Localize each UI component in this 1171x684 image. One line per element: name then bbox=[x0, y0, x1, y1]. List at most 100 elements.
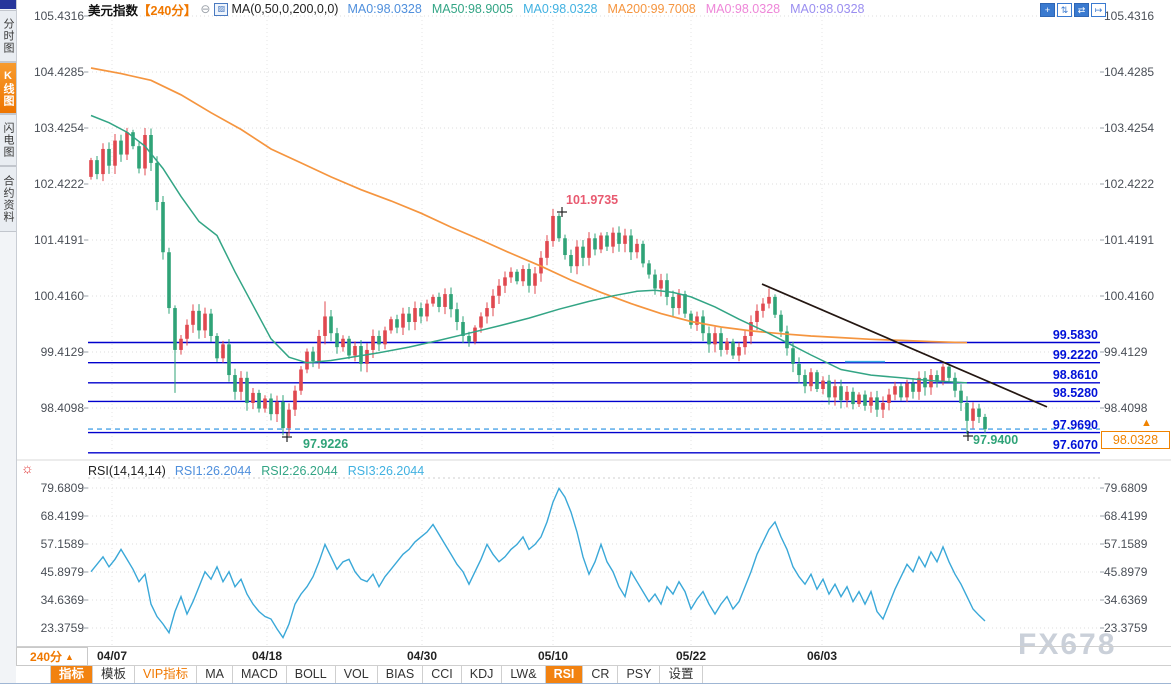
rsi-axis-label: 79.6809 bbox=[1104, 481, 1148, 495]
price-annotation: 97.9400 bbox=[973, 433, 1019, 447]
rsi-value: RSI1:26.2044 bbox=[174, 463, 252, 478]
period-tag[interactable]: 【240分】 bbox=[138, 3, 197, 18]
price-axis-label: 102.4222 bbox=[33, 177, 84, 191]
sidebar-tab-contract-info[interactable]: 合约资料 bbox=[0, 166, 16, 232]
rsi-axis-label: 68.4199 bbox=[1104, 509, 1148, 523]
ma-formula: MA(0,50,0,200,0,0) bbox=[231, 2, 339, 16]
price-axis-label: 101.4191 bbox=[1104, 233, 1155, 247]
price-annotation: 101.9735 bbox=[566, 193, 619, 207]
toolbar-button-[interactable]: 指标 bbox=[51, 666, 94, 683]
rsi-axis-label: 79.6809 bbox=[40, 481, 84, 495]
sidebar-tab-kline[interactable]: K线图 bbox=[0, 62, 16, 114]
price-level-label: 99.5830 bbox=[1052, 327, 1098, 342]
period-selector[interactable]: 240分 ▲ bbox=[16, 647, 88, 666]
chart-title-bar: 美元指数 【240分】 ⊖ ▨ MA(0,50,0,200,0,0) MA0:9… bbox=[88, 1, 874, 18]
date-axis-label: 05/22 bbox=[675, 649, 707, 663]
sidebar-tab-lightning[interactable]: 闪电图 bbox=[0, 114, 16, 166]
price-level-label: 98.8610 bbox=[1052, 367, 1098, 382]
toolbar-button-[interactable]: 模板 bbox=[93, 666, 136, 683]
toolbar-spacer bbox=[16, 666, 51, 683]
price-axis-label: 99.4129 bbox=[1104, 345, 1148, 359]
price-level-label: 97.9690 bbox=[1052, 417, 1098, 432]
rsi-axis-label: 57.1589 bbox=[40, 537, 84, 551]
divider bbox=[0, 646, 1171, 647]
collapse-indicator-icon[interactable]: ⊖ bbox=[200, 2, 211, 16]
axis-zoom-icon[interactable]: ⇅ bbox=[1057, 3, 1072, 17]
indicator-toolbar: 指标 模板 VIP指标 MA MACD BOLL VOL BIAS CCI KDJ LW& RSI CR… bbox=[16, 666, 1171, 683]
ma-values: MA0:98.0328 MA50:98.9005 MA0:98.0328 MA200:… bbox=[347, 2, 874, 16]
toolbar-button-ma[interactable]: MA bbox=[197, 666, 233, 683]
toolbar-button-boll[interactable]: BOLL bbox=[287, 666, 336, 683]
price-axis-label: 100.4160 bbox=[1104, 289, 1155, 303]
collapse-panel-icon[interactable]: ↦ bbox=[1091, 3, 1106, 17]
rsi-axis-label: 23.3759 bbox=[1104, 621, 1148, 635]
date-axis-label: 05/10 bbox=[537, 649, 569, 663]
axis-scale-icon[interactable]: ⇄ bbox=[1074, 3, 1089, 17]
toolbar-button-vol[interactable]: VOL bbox=[336, 666, 378, 683]
date-axis-label: 06/03 bbox=[806, 649, 838, 663]
instrument-title: 美元指数 bbox=[88, 3, 139, 18]
period-arrow-icon: ▲ bbox=[65, 651, 74, 662]
toolbar-button-kdj[interactable]: KDJ bbox=[462, 666, 503, 683]
rsi-value: RSI2:26.2044 bbox=[261, 463, 338, 478]
watermark: FX678 bbox=[1018, 628, 1117, 661]
ma-value: MA0:98.0328 bbox=[523, 2, 598, 16]
toolbar-button-bias[interactable]: BIAS bbox=[378, 666, 424, 683]
date-axis-label: 04/07 bbox=[96, 649, 128, 663]
price-axis-label: 101.4191 bbox=[33, 233, 84, 247]
rsi-axis-label: 68.4199 bbox=[40, 509, 84, 523]
chart-window-icons: + ⇅ ⇄ ↦ bbox=[1040, 3, 1108, 17]
toolbar-button-rsi[interactable]: RSI bbox=[545, 666, 584, 683]
toolbar-button-psy[interactable]: PSY bbox=[618, 666, 661, 683]
toolbar-button-macd[interactable]: MACD bbox=[233, 666, 287, 683]
toolbar-button-cr[interactable]: CR bbox=[583, 666, 619, 683]
ma-value: MA200:99.7008 bbox=[607, 2, 696, 16]
price-axis-label: 105.4316 bbox=[33, 9, 84, 23]
sidebar-tab-timeshare[interactable]: 分时图 bbox=[0, 10, 16, 62]
price-annotation: 97.9226 bbox=[303, 437, 349, 451]
price-axis-label: 105.4316 bbox=[1104, 9, 1155, 23]
price-axis-label: 100.4160 bbox=[33, 289, 84, 303]
rsi-axis-label: 45.8979 bbox=[40, 565, 84, 579]
toolbar-button-[interactable]: 设置 bbox=[660, 666, 703, 683]
price-level-label: 97.6070 bbox=[1052, 437, 1098, 452]
price-axis-label: 103.4254 bbox=[33, 121, 84, 135]
price-axis-label: 104.4285 bbox=[33, 65, 84, 79]
ma-value: MA50:98.9005 bbox=[431, 2, 514, 16]
corner-block bbox=[0, 0, 16, 9]
divider bbox=[0, 665, 1171, 666]
rsi-formula: RSI(14,14,14) bbox=[88, 463, 166, 478]
rsi-axis-label: 45.8979 bbox=[1104, 565, 1148, 579]
rsi-axis-label: 34.6369 bbox=[1104, 593, 1148, 607]
price-level-label: 98.5280 bbox=[1052, 386, 1098, 401]
date-axis-label: 04/18 bbox=[251, 649, 283, 663]
period-label: 240分 bbox=[30, 650, 63, 664]
toolbar-button-vip[interactable]: VIP指标 bbox=[135, 666, 198, 683]
price-up-arrow-icon: ▲ bbox=[1141, 417, 1152, 429]
price-axis-label: 98.4098 bbox=[40, 401, 84, 415]
price-level-label: 99.2220 bbox=[1052, 347, 1098, 362]
rsi-value: RSI3:26.2044 bbox=[347, 463, 425, 478]
ma-value: MA0:98.0328 bbox=[705, 2, 781, 16]
price-axis-label: 99.4129 bbox=[40, 345, 84, 359]
rsi-axis-label: 57.1589 bbox=[1104, 537, 1148, 551]
price-axis-label: 102.4222 bbox=[1104, 177, 1155, 191]
rsi-header-bar: RSI(14,14,14) RSI1:26.2044 RSI2:26.2044 RS… bbox=[88, 463, 434, 478]
price-axis-label: 104.4285 bbox=[1104, 65, 1155, 79]
price-axis-label: 103.4254 bbox=[1104, 121, 1155, 135]
toolbar-button-lw[interactable]: LW& bbox=[502, 666, 546, 683]
toolbar-button-cci[interactable]: CCI bbox=[423, 666, 462, 683]
date-axis-label: 04/30 bbox=[406, 649, 438, 663]
rsi-axis-label: 34.6369 bbox=[40, 593, 84, 607]
current-price-tag: 98.0328 bbox=[1101, 431, 1170, 449]
ma-value: MA0:98.0328 bbox=[347, 2, 422, 16]
rsi-values: RSI1:26.2044 RSI2:26.2044 RSI3:26.2044 bbox=[175, 464, 434, 478]
price-axis-label: 98.4098 bbox=[1104, 401, 1148, 415]
sidebar: 分时图 K线图 闪电图 合约资料 bbox=[0, 0, 17, 683]
ma-chart-icon: ▨ bbox=[214, 2, 229, 16]
rsi-settings-icon[interactable]: ☼ bbox=[21, 460, 34, 476]
move-crosshair-icon[interactable]: + bbox=[1040, 3, 1055, 17]
ma-value: MA0:98.0328 bbox=[790, 2, 865, 16]
